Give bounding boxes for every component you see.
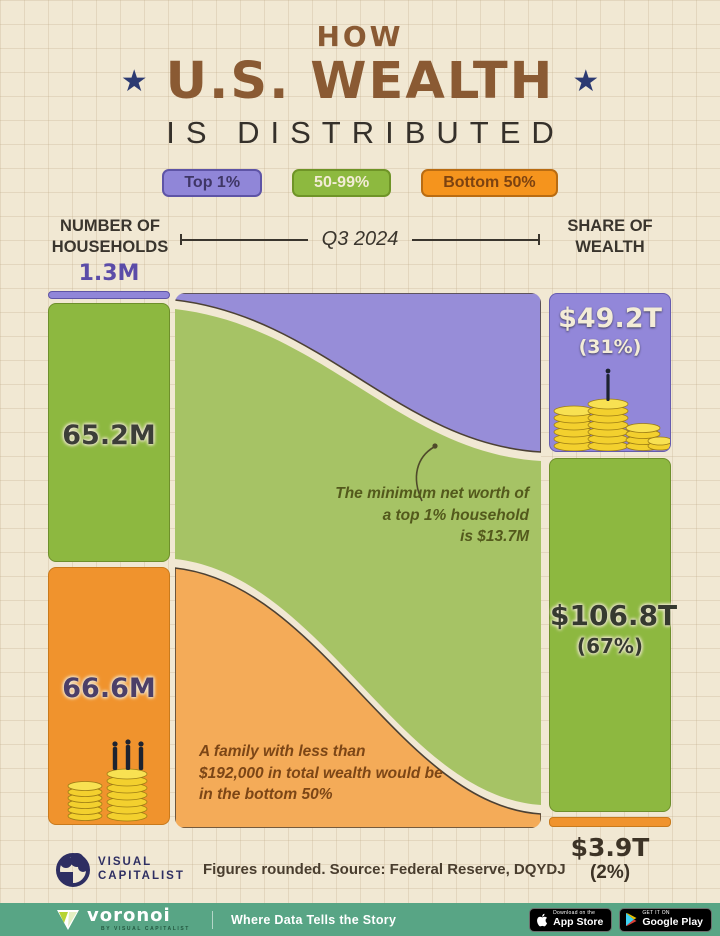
vc-word-visual: VISUAL <box>98 856 153 868</box>
store-badges: Download on the App Store GET IT ON Goog… <box>529 907 712 932</box>
right-axis-header: SHARE OF WEALTH <box>567 217 653 256</box>
left-axis-header: NUMBER OF HOUSEHOLDS <box>51 217 169 256</box>
households-bottom50-block: 66.6M <box>48 567 170 825</box>
wealth-top1-value: $49.2T <box>558 303 662 334</box>
tagline: Where Data Tells the Story <box>230 912 397 927</box>
divider <box>211 910 213 929</box>
app-store-badge-top-text: Download on the <box>553 910 596 917</box>
annotation-arrow <box>415 446 435 502</box>
app-store-badge-bottom-text: App Store <box>553 915 604 928</box>
voronoi-logo-icon <box>57 909 79 930</box>
right-line <box>412 238 539 241</box>
households-top1-value: 1.3M <box>78 261 140 286</box>
wealth-50-99-value: $106.8T <box>550 599 678 632</box>
bottom-brand-bar: voronoi BY VISUAL CAPITALIST Where Data … <box>0 903 720 936</box>
annotation-bottom50-threshold: A family with less than $192,000 in tota… <box>199 743 443 804</box>
legend-top1: Top 1% <box>162 169 263 197</box>
annotation-top1-networth: The minimum net worth of a top 1% househ… <box>335 485 529 546</box>
right-tick <box>538 234 541 245</box>
visual-capitalist-logo <box>56 853 90 887</box>
coins-person-illustration <box>553 368 670 451</box>
google-play-icon <box>626 913 637 926</box>
title-subtitle: IS DISTRIBUTED <box>166 115 565 150</box>
wealth-bottom50-bar <box>549 817 671 827</box>
title-main-row: ★ U.S. WEALTH ★ <box>0 52 720 111</box>
flow-bottom50 <box>175 567 541 828</box>
legend: Top 1% 50-99% Bottom 50% <box>0 169 720 197</box>
visual-capitalist-wordmark: VISUAL CAPITALIST <box>98 856 185 884</box>
left-tick <box>180 234 182 245</box>
wealth-bottom50-percent: (2%) <box>589 862 631 883</box>
period-header-row: Q3 2024 <box>180 228 541 251</box>
period-label: Q3 2024 <box>321 228 399 250</box>
vc-word-capitalist: CAPITALIST <box>98 869 185 882</box>
flow-50-99 <box>175 309 541 805</box>
households-50-99-value: 65.2M <box>62 420 156 451</box>
legend-bottom50: Bottom 50% <box>421 169 558 197</box>
voronoi-wordmark: voronoi BY VISUAL CAPITALIST <box>87 905 190 933</box>
google-play-badge-top-text: GET IT ON <box>642 910 670 917</box>
wealth-bottom50-value: $3.9T <box>570 833 650 862</box>
wealth-50-99-block: $106.8T (67%) <box>549 458 678 812</box>
households-top1-bar <box>48 291 170 299</box>
flow-top1 <box>175 293 541 453</box>
sankey-flow-panel: The minimum net worth of a top 1% househ… <box>175 293 541 828</box>
left-line <box>182 238 308 241</box>
google-play-badge-bottom-text: Google Play <box>642 915 703 928</box>
households-50-99-block: 65.2M <box>48 303 170 562</box>
wealth-top1-percent: (31%) <box>578 336 642 358</box>
households-bottom50-value: 66.6M <box>62 673 156 704</box>
source-note: Figures rounded. Source: Federal Reserve… <box>203 861 566 878</box>
star-icon: ★ <box>120 65 148 98</box>
page-title: U.S. WEALTH <box>165 52 555 111</box>
apple-icon <box>537 913 548 926</box>
wealth-50-99-percent: (67%) <box>576 634 644 658</box>
annotation-arrow-dot <box>432 443 438 449</box>
google-play-badge[interactable]: GET IT ON Google Play <box>619 907 712 932</box>
voronoi-brand-text: voronoi <box>87 905 171 926</box>
wealth-top1-block: $49.2T (31%) <box>549 293 671 452</box>
coins-people-illustration <box>67 739 148 822</box>
title-line-how: HOW <box>316 20 404 53</box>
sankey-flows <box>175 293 541 828</box>
star-icon: ★ <box>572 65 600 98</box>
legend-50-99: 50-99% <box>292 169 392 197</box>
app-store-badge[interactable]: Download on the App Store <box>529 907 613 932</box>
voronoi-byline: BY VISUAL CAPITALIST <box>101 926 190 932</box>
